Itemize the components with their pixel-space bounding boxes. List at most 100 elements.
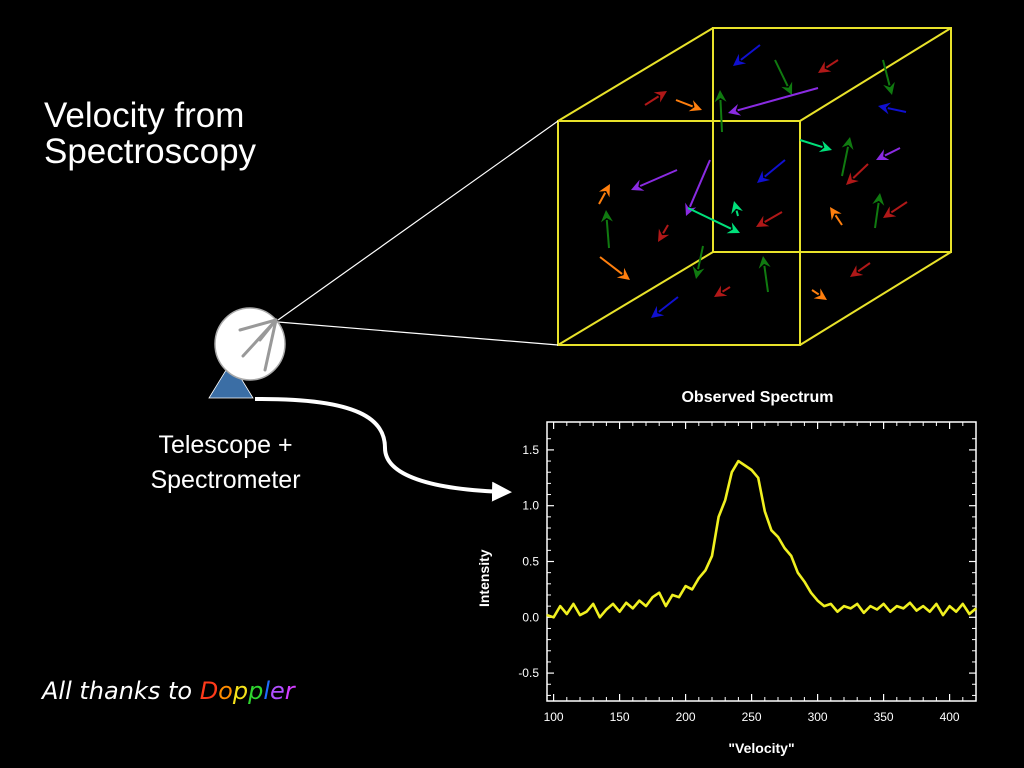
title-line-2: Spectroscopy — [44, 132, 257, 171]
spectrum-point — [678, 596, 680, 598]
spectrum-point — [968, 613, 971, 615]
spectrum-point — [566, 613, 568, 615]
velocity-arrow — [658, 224, 670, 242]
velocity-arrow — [675, 99, 702, 112]
x-tick-label: 150 — [610, 710, 630, 724]
doppler-word: Doppler — [200, 677, 295, 705]
telescope-label-line-1: Telescope + — [158, 431, 293, 459]
velocity-arrow — [644, 91, 667, 106]
y-tick-label: 0.0 — [522, 610, 539, 624]
velocity-arrow — [598, 184, 610, 205]
doppler-letter: D — [199, 677, 219, 705]
y-tick-label: 1.0 — [522, 499, 539, 513]
x-axis-label: "Velocity" — [728, 740, 794, 756]
velocity-arrow — [818, 59, 839, 73]
spectrum-point — [718, 516, 720, 518]
spectrum-point — [863, 612, 865, 614]
velocity-arrow — [811, 288, 827, 300]
spectrum-point — [592, 603, 594, 605]
velocity-arrow — [599, 256, 630, 280]
spectrum-point — [962, 603, 964, 605]
spectrum-point — [559, 605, 561, 607]
spectrum-point — [645, 605, 647, 607]
spectrum-point — [975, 607, 977, 610]
velocity-arrow — [692, 245, 705, 279]
spectrum-point — [784, 547, 786, 549]
spectrum-point — [902, 607, 905, 610]
spectrum-point — [757, 477, 759, 479]
spectrum-point — [916, 610, 918, 612]
spectrum-point — [790, 555, 792, 557]
x-tick-label: 350 — [874, 710, 894, 724]
thanks-caption: All thanks to Doppler — [42, 677, 295, 705]
spectrum-chart: 100 150 200 250 300 350 400 -0.5 0.0 0.5 1.0 1.5 "Ve… — [476, 421, 977, 756]
spectrum-point — [770, 529, 773, 531]
x-tick-label: 100 — [544, 710, 564, 724]
cube-front-face — [557, 120, 801, 346]
velocity-arrows — [598, 44, 908, 318]
spectrum-point — [586, 611, 588, 613]
cube-edge — [799, 27, 952, 122]
velocity-arrow — [830, 207, 843, 226]
velocity-arrow — [687, 207, 740, 234]
spectrum-point — [751, 469, 753, 471]
spectrum-point — [856, 603, 858, 605]
velocity-arrow — [872, 193, 885, 229]
x-tick-label: 300 — [808, 710, 828, 724]
doppler-letter: p — [232, 677, 249, 705]
spectrum-point — [810, 592, 812, 594]
doppler-letter: p — [248, 677, 264, 705]
velocity-arrow — [774, 59, 793, 95]
y-tick-label: 0.5 — [522, 555, 539, 569]
y-tick-label: 1.5 — [522, 443, 539, 457]
spectrum-point — [691, 588, 693, 591]
spectrum-point — [850, 607, 852, 610]
y-tick-label: -0.5 — [518, 666, 539, 680]
spectrum-point — [836, 611, 839, 613]
cube-edge — [557, 251, 714, 346]
spectrum-point — [942, 614, 944, 616]
spectrum-point — [579, 614, 581, 616]
spectrum-point — [632, 607, 634, 610]
page-title: Velocity from Spectroscopy — [44, 98, 256, 170]
spectrum-point — [619, 611, 621, 613]
velocity-arrow — [882, 59, 895, 95]
spectrum-point — [731, 471, 733, 473]
spectrum-point — [652, 596, 654, 598]
velocity-arrow — [799, 139, 832, 153]
velocity-arrow — [728, 87, 819, 116]
velocity-arrow — [714, 90, 727, 133]
doppler-letter: o — [218, 677, 233, 705]
gas-cloud-cube — [557, 27, 952, 346]
spectrum-point — [823, 605, 825, 607]
spectrum-point — [698, 577, 700, 579]
spectrum-point — [955, 611, 957, 613]
spectrum-point — [830, 603, 832, 605]
title-line-1: Velocity from — [44, 96, 245, 135]
spectrum-point — [665, 605, 667, 607]
cube-edge — [557, 27, 714, 122]
spectrum-point — [777, 536, 779, 538]
velocity-arrow — [758, 256, 771, 293]
spectrum-point — [843, 605, 845, 607]
telescope-label: Telescope + Spectrometer — [128, 428, 323, 498]
spectrum-point — [797, 572, 799, 574]
chart-title: Observed Spectrum — [681, 389, 834, 406]
spectrum-point — [724, 499, 726, 501]
velocity-arrow — [631, 169, 678, 191]
spectrum-point — [883, 603, 885, 605]
spectrum-point — [625, 602, 627, 604]
spectrum-point — [896, 605, 898, 607]
spectrum-point — [737, 460, 740, 462]
spectrum-point — [949, 605, 951, 607]
x-tick-label: 250 — [742, 710, 762, 724]
spectrum-point — [803, 581, 806, 583]
velocity-arrow — [876, 147, 901, 160]
spectrum-point — [612, 603, 614, 605]
spectrum-point — [711, 555, 713, 557]
velocity-arrow — [841, 137, 854, 177]
spectrum-point — [671, 594, 674, 596]
velocity-arrow — [756, 211, 783, 227]
spectrum-point — [929, 611, 931, 613]
